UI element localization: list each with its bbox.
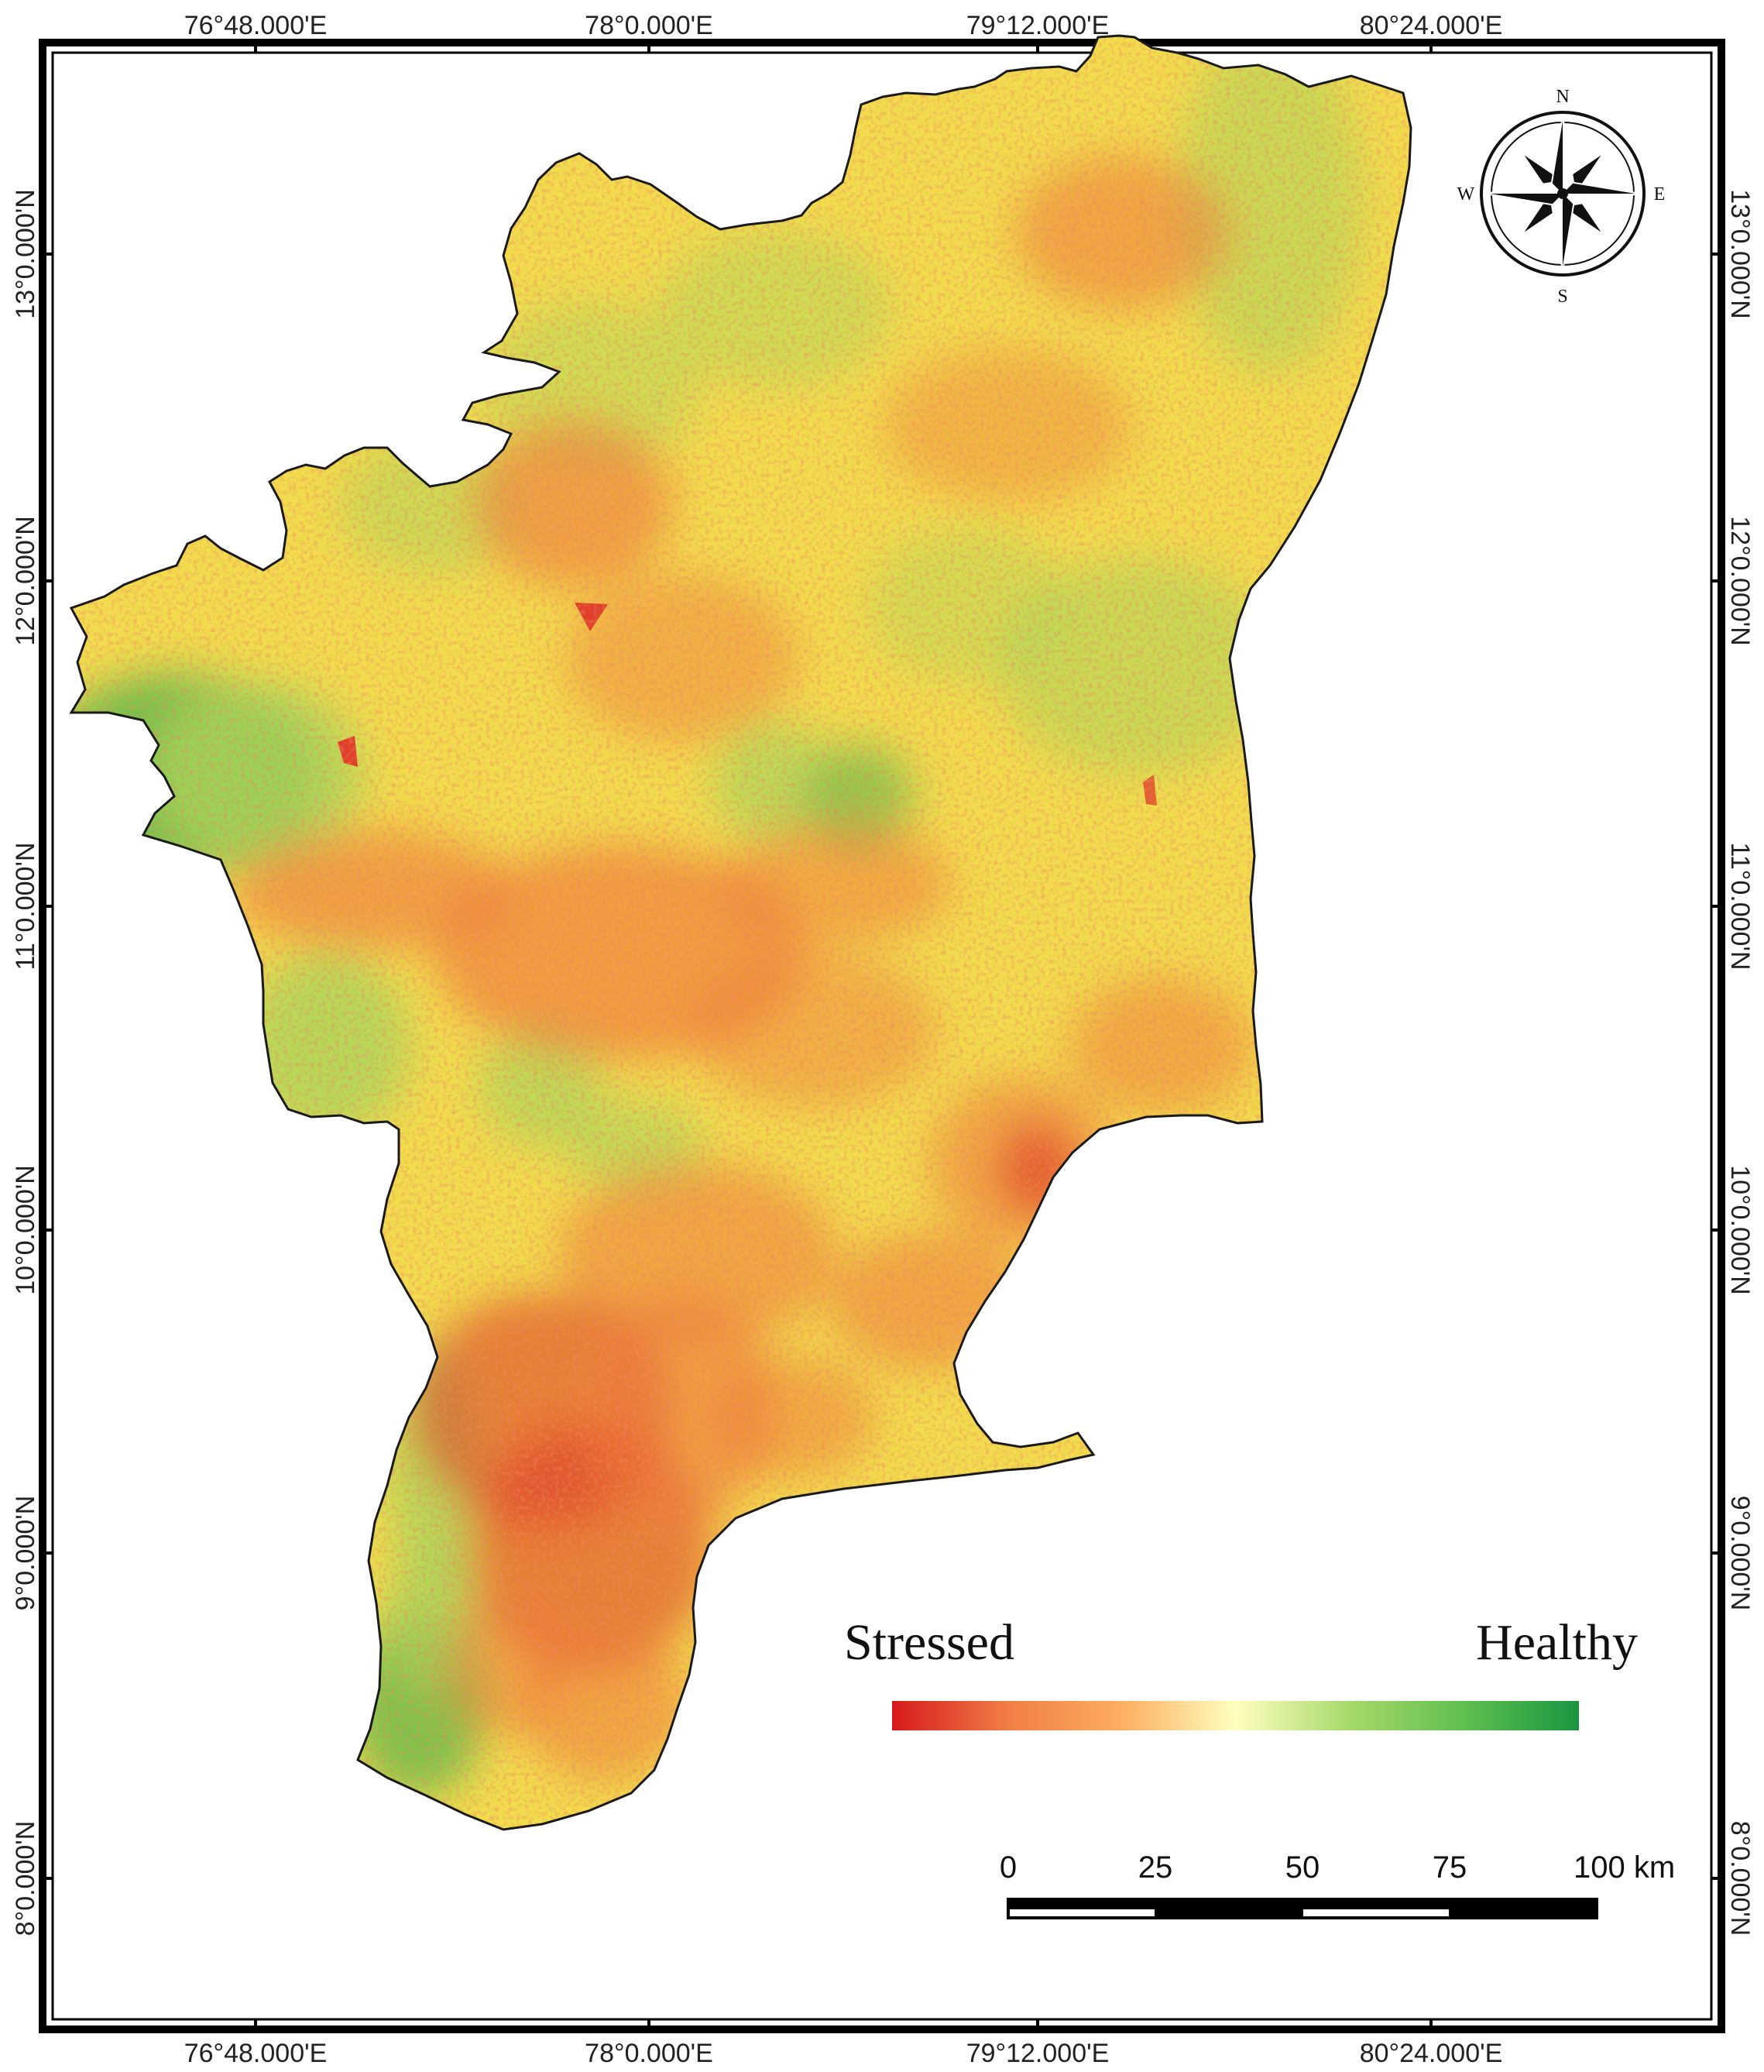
longitude-labels-top: 76°48.000'E 78°0.000'E 79°12.000'E 80°24.00… bbox=[184, 11, 1503, 40]
legend-high-label: Healthy bbox=[1476, 1614, 1638, 1671]
latitude-label: 11°0.000'N bbox=[11, 842, 40, 970]
scale-bar: 0 25 50 75 100 km bbox=[1000, 1850, 1675, 1919]
latitude-label: 8°0.000'N bbox=[1725, 1821, 1755, 1936]
scale-bar-label: 75 bbox=[1433, 1850, 1467, 1885]
latitude-label: 13°0.000'N bbox=[11, 189, 40, 319]
longitude-label: 78°0.000'E bbox=[585, 11, 713, 40]
scale-bar-segment-top bbox=[1008, 1899, 1155, 1909]
latitude-label: 9°0.000'N bbox=[11, 1496, 40, 1611]
latitude-label: 10°0.000'N bbox=[11, 1165, 40, 1295]
legend-low-label: Stressed bbox=[844, 1614, 1014, 1671]
scale-bar-label: 100 km bbox=[1574, 1850, 1675, 1885]
legend-color-ramp bbox=[892, 1701, 1579, 1730]
compass-west-letter: W bbox=[1457, 184, 1475, 204]
compass-north-letter: N bbox=[1556, 87, 1569, 107]
latitude-label: 8°0.000'N bbox=[11, 1821, 40, 1936]
latitude-label: 12°0.000'N bbox=[1725, 516, 1755, 646]
latitude-label: 9°0.000'N bbox=[1725, 1496, 1755, 1611]
latitude-label: 12°0.000'N bbox=[11, 516, 40, 646]
longitude-label: 80°24.000'E bbox=[1360, 11, 1503, 40]
latitude-label: 13°0.000'N bbox=[1725, 189, 1755, 319]
scale-bar-label: 25 bbox=[1138, 1850, 1173, 1885]
longitude-label: 79°12.000'E bbox=[966, 2039, 1110, 2068]
latitude-labels-right: 13°0.000'N 12°0.000'N 11°0.000'N 10°0.000'N… bbox=[1725, 189, 1755, 1936]
compass-east-letter: E bbox=[1654, 184, 1666, 204]
scale-bar-segment-top bbox=[1302, 1899, 1450, 1909]
longitude-labels-bottom: 76°48.000'E 78°0.000'E 79°12.000'E 80°24.00… bbox=[184, 2039, 1503, 2068]
map-frame-outer bbox=[39, 39, 1725, 2033]
scale-bar-segment-top bbox=[1450, 1899, 1597, 1909]
legend: Stressed Healthy bbox=[844, 1614, 1638, 1730]
longitude-label: 78°0.000'E bbox=[585, 2039, 713, 2068]
scale-bar-segment-top bbox=[1155, 1899, 1302, 1909]
latitude-label: 11°0.000'N bbox=[1725, 842, 1755, 970]
latitude-label: 10°0.000'N bbox=[1725, 1165, 1755, 1295]
graticule-ticks bbox=[43, 43, 1721, 2029]
latitude-labels-left: 13°0.000'N 12°0.000'N 11°0.000'N 10°0.000'N… bbox=[11, 189, 40, 1936]
longitude-label: 76°48.000'E bbox=[184, 11, 328, 40]
longitude-label: 79°12.000'E bbox=[966, 11, 1110, 40]
north-arrow-icon: N E S W bbox=[1457, 87, 1666, 307]
longitude-label: 76°48.000'E bbox=[184, 2039, 328, 2068]
scale-bar-label: 50 bbox=[1285, 1850, 1320, 1885]
longitude-label: 80°24.000'E bbox=[1360, 2039, 1503, 2068]
compass-south-letter: S bbox=[1557, 287, 1567, 307]
state-outline bbox=[69, 34, 1412, 1831]
scale-bar-label: 0 bbox=[1000, 1850, 1017, 1885]
